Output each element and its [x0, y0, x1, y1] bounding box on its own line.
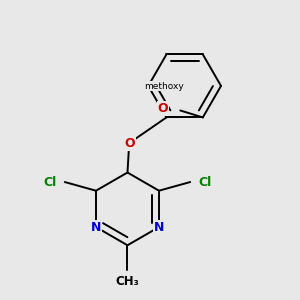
Text: O: O	[124, 136, 134, 150]
Text: N: N	[91, 220, 101, 234]
Text: Cl: Cl	[198, 176, 212, 188]
Text: Cl: Cl	[43, 176, 56, 188]
Text: O: O	[158, 102, 168, 115]
Text: CH₃: CH₃	[116, 275, 140, 288]
Text: N: N	[154, 220, 164, 234]
Text: methoxy: methoxy	[144, 82, 184, 91]
